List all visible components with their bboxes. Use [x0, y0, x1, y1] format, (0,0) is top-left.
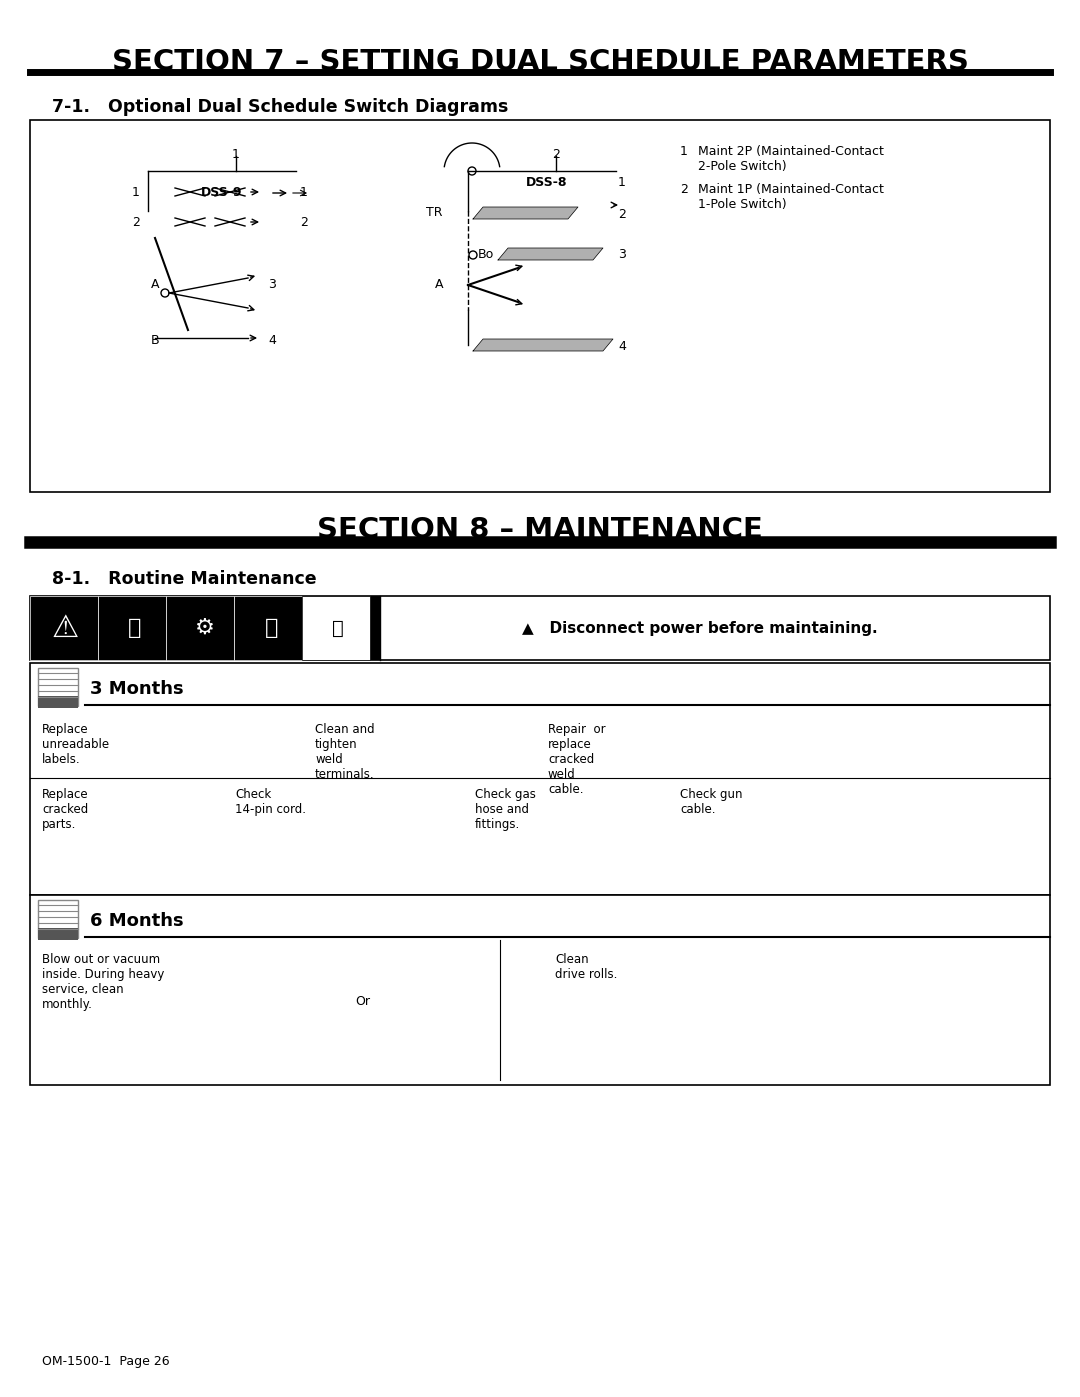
Text: Maint 1P (Maintained-Contact
1-Pole Switch): Maint 1P (Maintained-Contact 1-Pole Swit…: [698, 183, 883, 211]
Text: B: B: [151, 334, 160, 346]
Text: 1: 1: [300, 186, 308, 198]
Text: 4: 4: [618, 341, 626, 353]
Text: Replace
cracked
parts.: Replace cracked parts.: [42, 788, 89, 831]
Text: ⚙: ⚙: [195, 617, 215, 638]
Text: 1: 1: [618, 176, 626, 189]
Polygon shape: [498, 249, 603, 260]
Bar: [38, 668, 78, 705]
Text: 2: 2: [132, 215, 140, 229]
Bar: [302, 597, 370, 659]
Text: ⚠: ⚠: [52, 613, 79, 643]
Text: 7-1.   Optional Dual Schedule Switch Diagrams: 7-1. Optional Dual Schedule Switch Diagr…: [52, 98, 509, 116]
Text: OM-1500-1  Page 26: OM-1500-1 Page 26: [42, 1355, 170, 1368]
Text: Blow out or vacuum
inside. During heavy
service, clean
monthly.: Blow out or vacuum inside. During heavy …: [42, 953, 164, 1011]
Text: 1: 1: [232, 148, 240, 161]
Text: 8-1.   Routine Maintenance: 8-1. Routine Maintenance: [52, 570, 316, 588]
Bar: [98, 597, 166, 659]
Text: Check
14-pin cord.: Check 14-pin cord.: [235, 788, 306, 816]
Text: 1: 1: [680, 145, 688, 158]
Bar: [30, 597, 1050, 659]
Text: Bo: Bo: [478, 249, 495, 261]
Bar: [38, 928, 78, 940]
Text: A: A: [151, 278, 159, 292]
Text: DSS-9: DSS-9: [201, 186, 243, 198]
Text: ▲   Disconnect power before maintaining.: ▲ Disconnect power before maintaining.: [523, 620, 878, 636]
Bar: [38, 900, 78, 937]
Text: Check gun
cable.: Check gun cable.: [680, 788, 743, 816]
Text: Clean and
tighten
weld
terminals.: Clean and tighten weld terminals.: [315, 724, 375, 781]
Text: Repair  or
replace
cracked
weld
cable.: Repair or replace cracked weld cable.: [548, 724, 606, 796]
Text: Check gas
hose and
fittings.: Check gas hose and fittings.: [475, 788, 536, 831]
Text: Or: Or: [355, 995, 370, 1009]
Text: 3: 3: [268, 278, 275, 292]
Text: 🏃: 🏃: [129, 617, 141, 638]
Text: 👓: 👓: [333, 619, 343, 637]
Bar: [30, 597, 380, 659]
Text: 2: 2: [618, 208, 626, 222]
Bar: [30, 120, 1050, 492]
Text: A: A: [434, 278, 443, 292]
Text: TR: TR: [427, 207, 443, 219]
Bar: [30, 664, 1050, 895]
Text: Maint 2P (Maintained-Contact
2-Pole Switch): Maint 2P (Maintained-Contact 2-Pole Swit…: [698, 145, 883, 173]
Text: 3: 3: [618, 249, 626, 261]
Text: 2: 2: [300, 215, 308, 229]
Bar: [166, 597, 234, 659]
Text: Replace
unreadable
labels.: Replace unreadable labels.: [42, 724, 109, 766]
Text: 2: 2: [680, 183, 688, 196]
Text: 4: 4: [268, 334, 275, 346]
Text: 1: 1: [132, 186, 140, 198]
Text: Clean
drive rolls.: Clean drive rolls.: [555, 953, 618, 981]
Text: 🦅: 🦅: [266, 617, 279, 638]
Bar: [30, 895, 1050, 1085]
Text: 3 Months: 3 Months: [90, 680, 184, 698]
Text: SECTION 7 – SETTING DUAL SCHEDULE PARAMETERS: SECTION 7 – SETTING DUAL SCHEDULE PARAME…: [111, 47, 969, 75]
Bar: [30, 597, 98, 659]
Text: 2: 2: [552, 148, 559, 161]
Bar: [38, 696, 78, 708]
Text: SECTION 8 – MAINTENANCE: SECTION 8 – MAINTENANCE: [318, 515, 762, 543]
Polygon shape: [473, 339, 613, 351]
Bar: [234, 597, 302, 659]
Polygon shape: [473, 207, 578, 219]
Text: 6 Months: 6 Months: [90, 912, 184, 930]
Text: DSS-8: DSS-8: [526, 176, 568, 189]
